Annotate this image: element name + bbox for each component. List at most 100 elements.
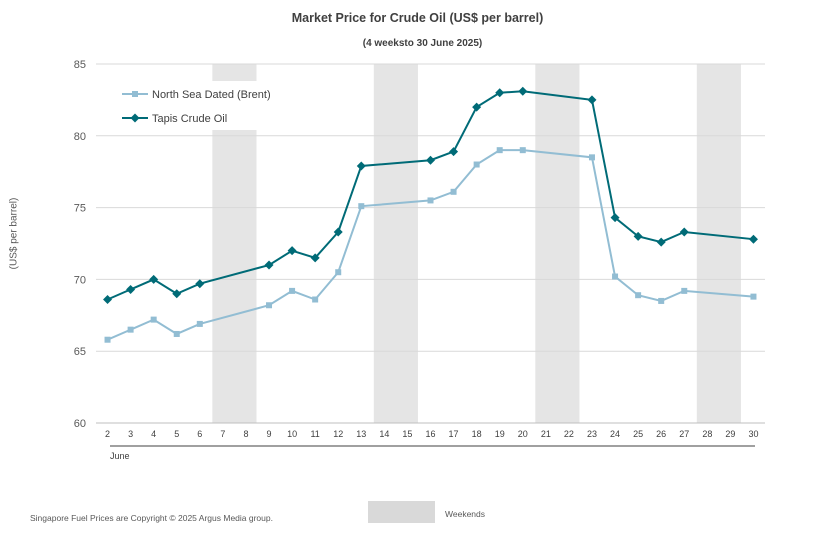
x-tick-label: 28	[702, 429, 712, 439]
data-point	[633, 231, 643, 241]
copyright-note: Singapore Fuel Prices are Copyright © 20…	[30, 513, 273, 523]
data-point	[103, 295, 113, 305]
x-tick-label: 15	[402, 429, 412, 439]
data-point	[173, 330, 180, 337]
data-point	[195, 279, 205, 289]
x-tick-label: 29	[725, 429, 735, 439]
x-tick-label: 18	[472, 429, 482, 439]
y-tick-label: 80	[74, 131, 86, 143]
data-point	[748, 234, 758, 244]
data-point	[356, 161, 366, 171]
data-point	[335, 269, 342, 276]
x-tick-label: 24	[610, 429, 620, 439]
x-tick-label: 11	[310, 429, 319, 439]
data-point	[588, 154, 595, 161]
x-tick-label: 19	[495, 429, 505, 439]
series-group	[103, 86, 758, 343]
x-tick-label: 25	[633, 429, 643, 439]
weekend-band	[212, 64, 257, 81]
data-point	[750, 293, 757, 300]
data-point	[472, 102, 482, 112]
y-tick-label: 85	[74, 59, 86, 71]
data-point	[612, 273, 619, 280]
x-tick-label: 12	[333, 429, 343, 439]
chart-title: Market Price for Crude Oil (US$ per barr…	[291, 11, 544, 25]
x-tick-label: 3	[128, 429, 133, 439]
data-point	[130, 113, 140, 123]
data-point	[126, 284, 136, 294]
data-point	[656, 237, 666, 247]
x-tick-label: 16	[425, 429, 435, 439]
data-point	[587, 95, 597, 105]
data-point	[150, 316, 157, 323]
data-point	[473, 161, 480, 168]
legend-label: North Sea Dated (Brent)	[152, 89, 271, 101]
weekend-band	[212, 130, 257, 423]
weekend-band	[696, 64, 741, 423]
series-tapis	[103, 86, 758, 305]
data-point	[287, 246, 297, 256]
data-point	[496, 147, 503, 154]
legend: North Sea Dated (Brent) Tapis Crude Oil	[122, 89, 271, 125]
x-tick-label: 2	[105, 429, 110, 439]
y-tick-label: 75	[74, 203, 86, 215]
x-tick-label: 7	[220, 429, 225, 439]
x-tick-label: 23	[587, 429, 597, 439]
data-point	[681, 287, 688, 294]
data-point	[310, 253, 320, 263]
series-brent	[104, 147, 757, 343]
x-tick-label: 13	[356, 429, 366, 439]
x-tick-label: 6	[197, 429, 202, 439]
x-tick-label: 17	[449, 429, 459, 439]
weekends-legend-swatch	[368, 501, 435, 523]
x-tick-label: 5	[174, 429, 179, 439]
x-tick-label: 27	[679, 429, 689, 439]
data-point	[518, 86, 528, 96]
data-point	[149, 274, 159, 284]
data-point	[679, 227, 689, 237]
x-axis: 2 3 4 5 6 7 8 9 10 11 12 13 14 15 16 17 18 19 20 21 22 23 24 25…	[96, 422, 765, 461]
data-point	[132, 91, 138, 97]
x-tick-label: 21	[541, 429, 551, 439]
data-point	[658, 297, 665, 304]
data-point	[426, 155, 435, 165]
weekends-legend-label: Weekends	[445, 509, 486, 519]
series-line	[107, 149, 754, 341]
y-axis-ticks: 60 65 70 75 80 85	[74, 59, 86, 430]
data-point	[266, 302, 273, 309]
x-tick-label: 14	[379, 429, 389, 439]
x-axis-label: June	[110, 451, 130, 461]
weekend-band	[535, 64, 580, 423]
y-tick-label: 65	[74, 346, 86, 358]
data-point	[610, 213, 620, 223]
y-tick-label: 60	[74, 418, 86, 430]
x-tick-label: 20	[518, 429, 528, 439]
data-point	[519, 147, 526, 154]
data-point	[312, 296, 319, 303]
chart-subtitle: (4 weeksto 30 June 2025)	[362, 38, 483, 49]
x-tick-label: 30	[748, 429, 758, 439]
data-point	[289, 287, 296, 294]
data-point	[264, 260, 274, 270]
x-tick-label: 8	[243, 429, 248, 439]
x-tick-label: 10	[287, 429, 297, 439]
data-point	[635, 292, 642, 299]
x-tick-label: 22	[564, 429, 574, 439]
data-point	[104, 336, 111, 343]
data-point	[449, 147, 459, 157]
data-point	[333, 227, 343, 237]
data-point	[450, 188, 457, 195]
weekend-band	[373, 64, 418, 423]
data-point	[172, 289, 182, 299]
legend-label: Tapis Crude Oil	[152, 113, 227, 125]
data-point	[427, 197, 434, 204]
data-point	[358, 203, 365, 210]
data-point	[196, 320, 203, 327]
x-tick-label: 9	[267, 429, 272, 439]
x-tick-label: 26	[656, 429, 666, 439]
x-tick-label: 4	[151, 429, 156, 439]
data-point	[127, 326, 134, 333]
y-tick-label: 70	[74, 274, 86, 286]
weekend-bands	[212, 64, 741, 423]
